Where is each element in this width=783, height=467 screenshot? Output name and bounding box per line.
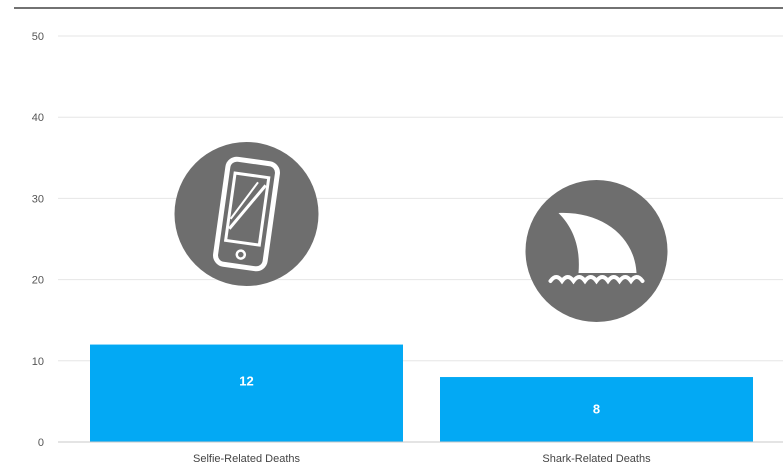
shark-fin-icon xyxy=(525,180,668,322)
y-tick-label: 50 xyxy=(32,31,44,43)
y-tick-label: 30 xyxy=(32,193,44,205)
bar xyxy=(440,377,753,442)
bar xyxy=(90,344,403,442)
y-tick-label: 20 xyxy=(32,275,44,287)
category-label: Selfie-Related Deaths xyxy=(193,453,301,465)
y-tick-label: 40 xyxy=(32,112,44,124)
y-tick-label: 0 xyxy=(38,437,44,449)
gridlines xyxy=(58,35,783,362)
category-labels: Selfie-Related Deaths Shark-Related Death… xyxy=(193,453,651,465)
y-tick-label: 10 xyxy=(32,356,44,368)
bar-icons xyxy=(174,142,668,322)
data-label: 12 xyxy=(239,374,253,389)
smartphone-icon xyxy=(174,142,319,286)
bars: 12 8 xyxy=(90,344,753,442)
data-label: 8 xyxy=(593,402,600,417)
y-axis-ticks: 0 10 20 30 40 50 xyxy=(32,31,44,449)
category-label: Shark-Related Deaths xyxy=(542,453,651,465)
